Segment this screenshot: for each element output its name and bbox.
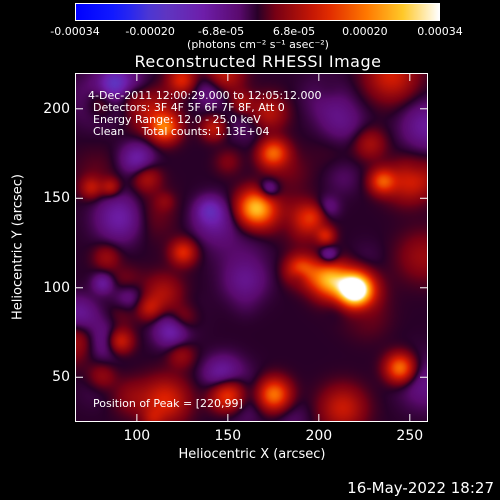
annotation-peak-position: Position of Peak = [220,99] (93, 397, 243, 410)
plot-area (75, 73, 428, 422)
chart-title: Reconstructed RHESSI Image (134, 52, 382, 71)
y-tick-label: 200 (43, 100, 70, 117)
x-axis-label: Heliocentric X (arcsec) (178, 447, 326, 462)
x-tick-label: 200 (305, 428, 333, 444)
y-tick-label: 100 (43, 279, 70, 296)
colorbar-tick-label: 0.00034 (417, 25, 463, 38)
x-tick-label: 250 (396, 428, 424, 444)
colorbar-tick-label: 6.8e-05 (272, 25, 316, 38)
y-tick-label: 50 (52, 369, 70, 386)
heatmap-image (76, 74, 427, 421)
x-tick-label: 100 (123, 428, 151, 444)
colorbar-tick-label: -6.8e-05 (197, 25, 245, 38)
x-tick-label: 150 (214, 428, 242, 444)
colorbar-tick-label: 0.00020 (342, 25, 388, 38)
annotation-energy-range: Energy Range: 12.0 - 25.0 keV (93, 113, 261, 126)
y-tick-label: 150 (43, 190, 70, 207)
footer-timestamp: 16-May-2022 18:27 (347, 479, 494, 497)
colorbar-tick-label: -0.00020 (125, 25, 175, 38)
colorbar (75, 3, 440, 21)
annotation-detectors: Detectors: 3F 4F 5F 6F 7F 8F, Att 0 (93, 101, 285, 114)
annotation-time-range: 4-Dec-2011 12:00:29.000 to 12:05:12.000 (88, 89, 322, 102)
y-axis-label: Heliocentric Y (arcsec) (10, 174, 26, 320)
colorbar-tick-label: -0.00034 (50, 25, 100, 38)
annotation-clean-counts: Clean Total counts: 1.13E+04 (93, 125, 270, 138)
colorbar-units-label: (photons cm⁻² s⁻¹ asec⁻²) (187, 38, 329, 51)
